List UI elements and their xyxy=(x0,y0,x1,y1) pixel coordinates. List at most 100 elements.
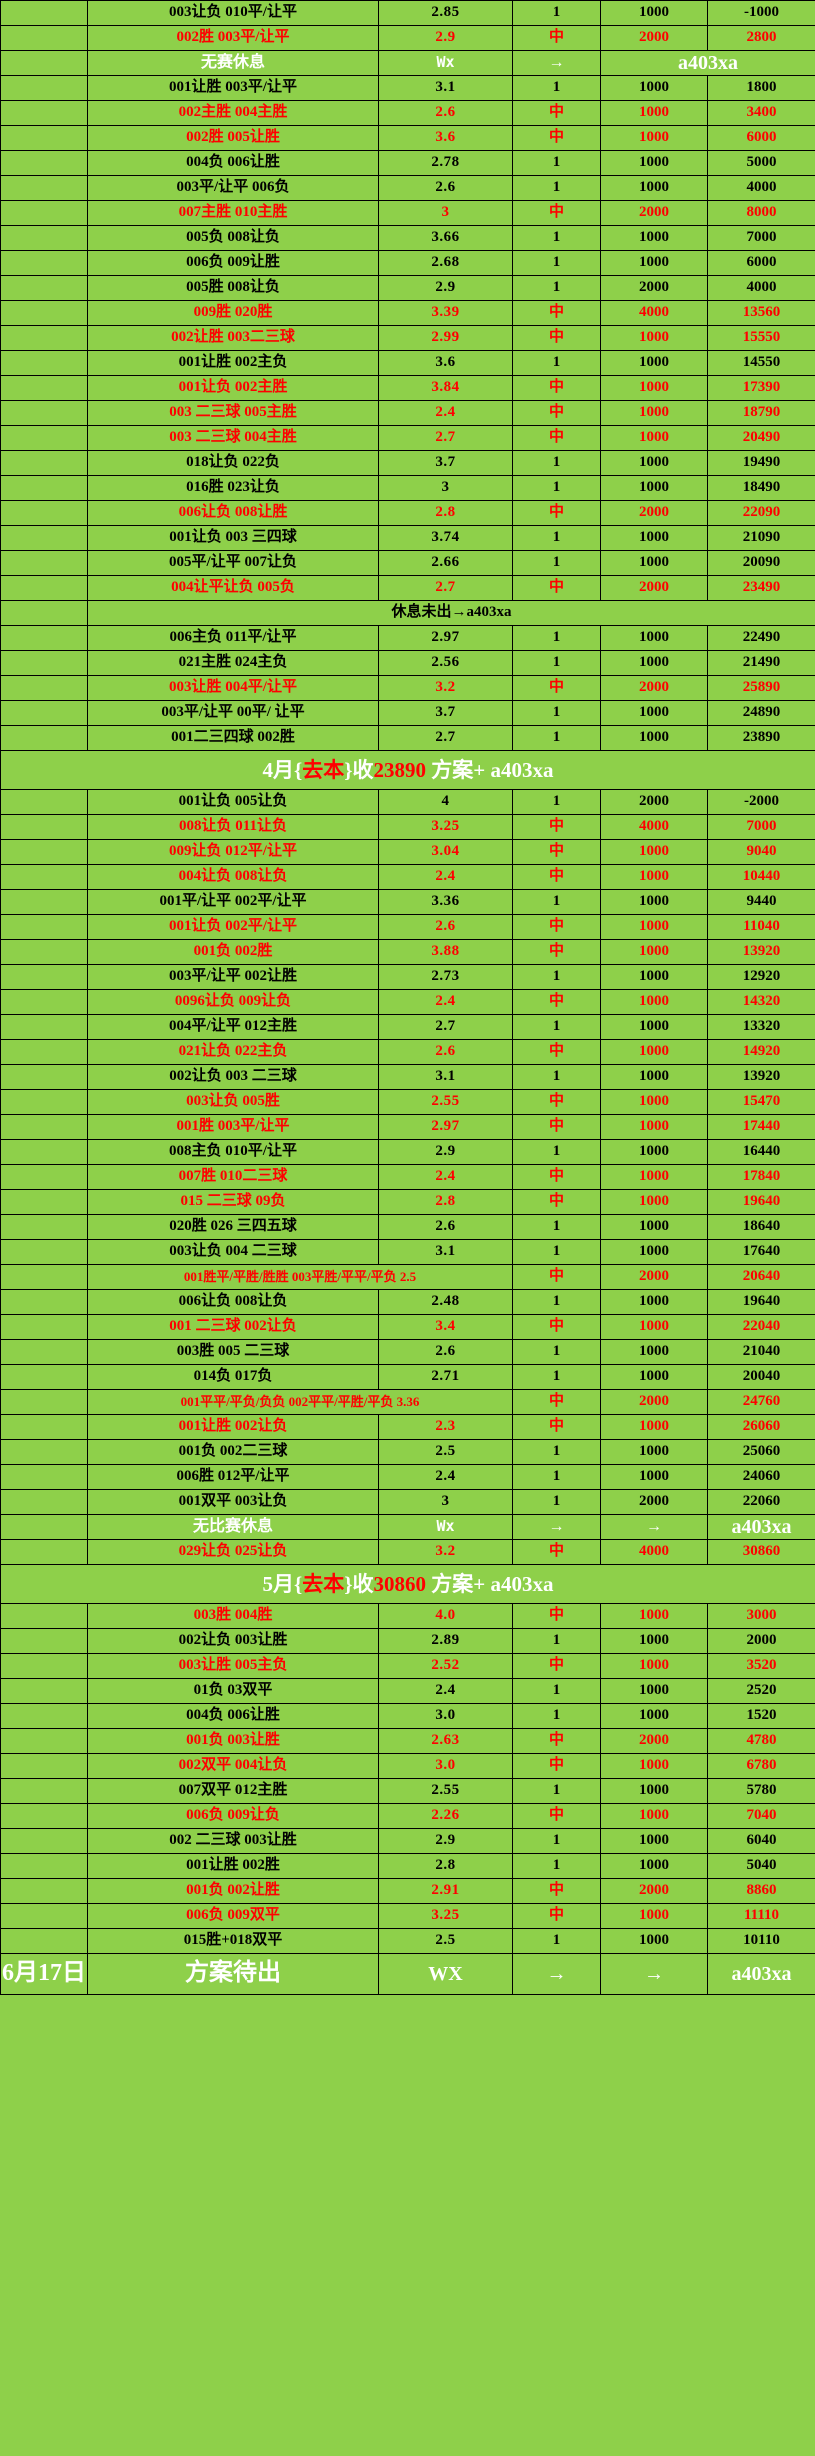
table-body: 003让负 010平/让平 2.85 1 1000 -1000 002胜 003平/让平 2… xyxy=(0,0,815,1995)
row-odds: 3.88 xyxy=(378,939,513,965)
row-result: 中 xyxy=(512,500,601,526)
row-stake: 1000 xyxy=(600,1414,708,1440)
plan-pending-label: 方案待出 xyxy=(87,1953,379,1995)
row-odds: 2.7 xyxy=(378,425,513,451)
row-odds: 3.39 xyxy=(378,300,513,326)
row-date xyxy=(0,1853,88,1879)
row-balance: 6780 xyxy=(707,1753,815,1779)
row-balance: 13920 xyxy=(707,939,815,965)
row-result: 1 xyxy=(512,350,601,376)
row-pick: 001二三四球 002胜 xyxy=(87,725,379,751)
row-result: 1 xyxy=(512,1139,601,1165)
row-odds: 2.9 xyxy=(378,1139,513,1165)
row-pick: 006负 009让胜 xyxy=(87,250,379,276)
row-odds: WX xyxy=(378,1953,513,1995)
row-date xyxy=(0,50,88,76)
row-odds: 2.4 xyxy=(378,864,513,890)
row-stake: 1000 xyxy=(600,725,708,751)
row-result: 中 xyxy=(512,400,601,426)
row-date xyxy=(0,1339,88,1365)
row-odds: 2.52 xyxy=(378,1653,513,1679)
row-stake: 1000 xyxy=(600,1778,708,1804)
row-stake: 2000 xyxy=(600,1389,708,1415)
table-row: 004平/让平 012主胜 2.7 1 1000 13320 xyxy=(0,1014,815,1040)
table-row: 001让胜 002主负 3.6 1 1000 14550 xyxy=(0,350,815,376)
row-stake: 1000 xyxy=(600,1164,708,1190)
row-odds: 2.7 xyxy=(378,725,513,751)
table-row: 005平/让平 007让负 2.66 1 1000 20090 xyxy=(0,550,815,576)
row-pick: 003胜 004胜 xyxy=(87,1603,379,1629)
row-stake: 1000 xyxy=(600,1603,708,1629)
table-row: 021让负 022主负 2.6 中 1000 14920 xyxy=(0,1039,815,1065)
row-pick: 006主负 011平/让平 xyxy=(87,625,379,651)
row-result: 中 xyxy=(512,575,601,601)
row-result: 1 xyxy=(512,1828,601,1854)
row-balance: 23490 xyxy=(707,575,815,601)
row-result: 1 xyxy=(512,0,601,26)
row-balance: 24760 xyxy=(707,1389,815,1415)
row-date xyxy=(0,500,88,526)
row-odds: 2.6 xyxy=(378,175,513,201)
row-result: 1 xyxy=(512,450,601,476)
row-odds: 2.85 xyxy=(378,0,513,26)
row-odds: 2.6 xyxy=(378,1039,513,1065)
table-row: 006让负 008让负 2.48 1 1000 19640 xyxy=(0,1289,815,1315)
row-odds: 3.2 xyxy=(378,1539,513,1565)
row-date xyxy=(0,625,88,651)
row-date xyxy=(0,1389,88,1415)
row-date xyxy=(0,1903,88,1929)
row-balance: 13920 xyxy=(707,1064,815,1090)
row-odds: 3 xyxy=(378,1489,513,1515)
row-result: 1 xyxy=(512,250,601,276)
row-stake: 2000 xyxy=(600,675,708,701)
table-row: 001 二三球 002让负 3.4 中 1000 22040 xyxy=(0,1314,815,1340)
row-date xyxy=(0,1603,88,1629)
row-balance: 11110 xyxy=(707,1903,815,1929)
row-stake: 1000 xyxy=(600,1214,708,1240)
row-date xyxy=(0,1489,88,1515)
row-result: 中 xyxy=(512,1603,601,1629)
row-pick: 016胜 023让负 xyxy=(87,475,379,501)
row-balance: 14920 xyxy=(707,1039,815,1065)
table-row: 006让负 008让胜 2.8 中 2000 22090 xyxy=(0,500,815,526)
row-pick: 003平/让平 006负 xyxy=(87,175,379,201)
row-odds: 2.4 xyxy=(378,1464,513,1490)
row-odds: 4.0 xyxy=(378,1603,513,1629)
table-row: 6月17日 方案待出 WX → → a403xa xyxy=(0,1953,815,1995)
row-stake: 1000 xyxy=(600,125,708,151)
row-result: 1 xyxy=(512,275,601,301)
row-balance: 1520 xyxy=(707,1703,815,1729)
row-odds: 2.99 xyxy=(378,325,513,351)
table-row: 018让负 022负 3.7 1 1000 19490 xyxy=(0,450,815,476)
row-stake: 1000 xyxy=(600,250,708,276)
row-balance: 11040 xyxy=(707,914,815,940)
row-result: 中 xyxy=(512,1653,601,1679)
arrow-icon-2: → xyxy=(600,1953,708,1995)
row-result: 中 xyxy=(512,914,601,940)
row-pick: 020胜 026 三四五球 xyxy=(87,1214,379,1240)
table-row: 004负 006让胜 3.0 1 1000 1520 xyxy=(0,1703,815,1729)
row-pick: 003让负 005胜 xyxy=(87,1089,379,1115)
row-pick: 002让胜 003二三球 xyxy=(87,325,379,351)
row-result: 中 xyxy=(512,864,601,890)
row-odds: 3 xyxy=(378,475,513,501)
row-stake: 2000 xyxy=(600,575,708,601)
row-pick: 001让胜 003平/让平 xyxy=(87,75,379,101)
table-row: 020胜 026 三四五球 2.6 1 1000 18640 xyxy=(0,1214,815,1240)
row-odds: 2.8 xyxy=(378,500,513,526)
row-odds: 2.9 xyxy=(378,1828,513,1854)
table-row: 002主胜 004主胜 2.6 中 1000 3400 xyxy=(0,100,815,126)
row-odds: 3.0 xyxy=(378,1753,513,1779)
row-balance: 3400 xyxy=(707,100,815,126)
row-balance: 5000 xyxy=(707,150,815,176)
table-row: 002胜 003平/让平 2.9 中 2000 2800 xyxy=(0,25,815,51)
table-row: 003平/让平 00平/ 让平 3.7 1 1000 24890 xyxy=(0,700,815,726)
row-balance: 2000 xyxy=(707,1628,815,1654)
row-pick: 001胜平/平胜/胜胜 003平胜/平平/平负 2.5 xyxy=(87,1264,513,1290)
table-row: 无比赛休息 Wx → → a403xa xyxy=(0,1514,815,1540)
row-result: 1 xyxy=(512,550,601,576)
row-balance: 25890 xyxy=(707,675,815,701)
row-odds: 2.4 xyxy=(378,400,513,426)
row-result: 1 xyxy=(512,1339,601,1365)
table-row: 007主胜 010主胜 3 中 2000 8000 xyxy=(0,200,815,226)
